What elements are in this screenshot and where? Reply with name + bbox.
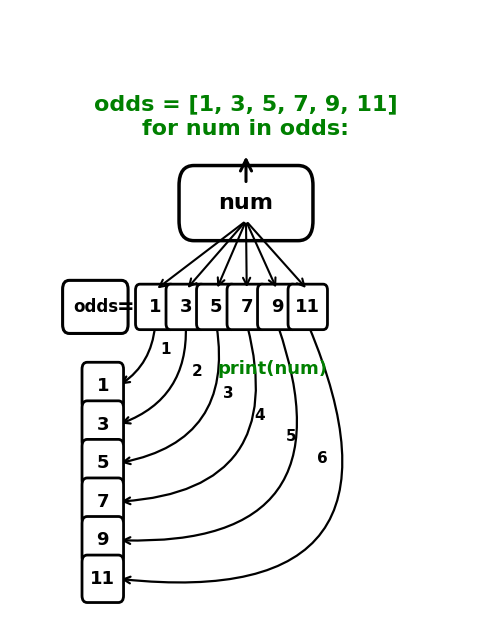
Text: 5: 5 [286,429,297,444]
FancyBboxPatch shape [179,166,313,241]
Text: 3: 3 [96,415,109,433]
FancyBboxPatch shape [135,284,175,329]
FancyBboxPatch shape [82,362,123,410]
Text: for num in odds:: for num in odds: [143,119,349,139]
Text: 3: 3 [180,298,192,316]
FancyArrowPatch shape [123,327,186,424]
Text: 3: 3 [223,386,234,401]
Text: 11: 11 [295,298,320,316]
Text: odds: odds [73,298,118,316]
Text: 9: 9 [271,298,284,316]
FancyBboxPatch shape [82,555,123,603]
Text: 5: 5 [210,298,223,316]
Text: 4: 4 [254,408,265,422]
Text: 6: 6 [317,451,328,466]
FancyBboxPatch shape [82,439,123,487]
Text: 1: 1 [96,377,109,395]
FancyBboxPatch shape [227,284,266,329]
FancyBboxPatch shape [288,284,327,329]
FancyArrowPatch shape [123,326,219,464]
Text: num: num [218,193,274,213]
Text: 2: 2 [192,364,203,379]
FancyArrowPatch shape [123,326,297,544]
FancyBboxPatch shape [82,401,123,448]
FancyBboxPatch shape [166,284,205,329]
FancyBboxPatch shape [196,284,236,329]
FancyArrowPatch shape [123,326,256,504]
FancyBboxPatch shape [82,517,123,564]
Text: 11: 11 [90,570,115,588]
Text: 7: 7 [240,298,253,316]
Text: 1: 1 [149,298,161,316]
Text: =: = [116,297,134,317]
Text: odds = [1, 3, 5, 7, 9, 11]: odds = [1, 3, 5, 7, 9, 11] [94,94,398,114]
FancyBboxPatch shape [258,284,297,329]
Text: 9: 9 [96,531,109,550]
Text: 7: 7 [96,492,109,510]
FancyArrowPatch shape [123,327,155,383]
FancyBboxPatch shape [62,281,128,333]
Text: 5: 5 [96,454,109,472]
FancyBboxPatch shape [82,478,123,525]
Text: 1: 1 [161,342,171,358]
Text: print(num): print(num) [217,360,327,377]
FancyArrowPatch shape [123,326,342,584]
